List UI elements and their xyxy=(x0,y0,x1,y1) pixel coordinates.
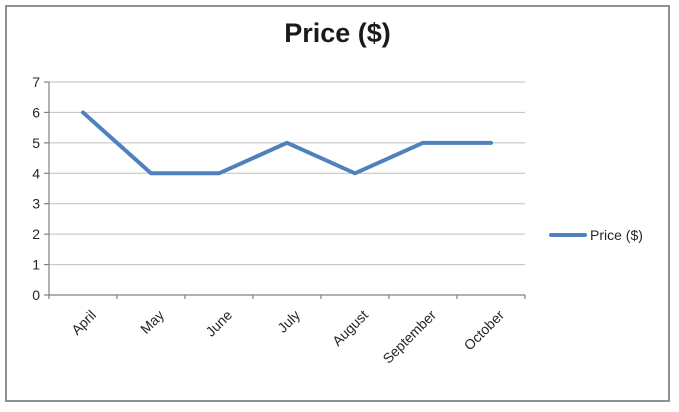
x-axis-label: August xyxy=(329,307,371,349)
legend-label: Price ($) xyxy=(590,227,643,243)
y-axis-label: 0 xyxy=(32,287,40,303)
y-axis-label: 7 xyxy=(32,74,40,90)
y-axis-label: 2 xyxy=(32,226,40,242)
x-axis-label: July xyxy=(274,307,303,336)
chart-title: Price ($) xyxy=(284,18,391,48)
y-axis-label: 6 xyxy=(32,104,40,120)
legend: Price ($) xyxy=(549,227,643,243)
x-axis-label: June xyxy=(202,307,235,340)
x-axis-label: April xyxy=(68,307,99,338)
price-series-line xyxy=(81,110,493,176)
y-axis-label: 1 xyxy=(32,257,40,273)
x-axis-label: May xyxy=(137,307,167,337)
legend-line-sample xyxy=(549,233,587,237)
y-axis-label: 3 xyxy=(32,196,40,212)
y-axis-label: 5 xyxy=(32,135,40,151)
y-axis-label: 4 xyxy=(32,165,40,181)
x-axis-label: October xyxy=(461,307,508,354)
x-axis-label: September xyxy=(379,307,439,367)
